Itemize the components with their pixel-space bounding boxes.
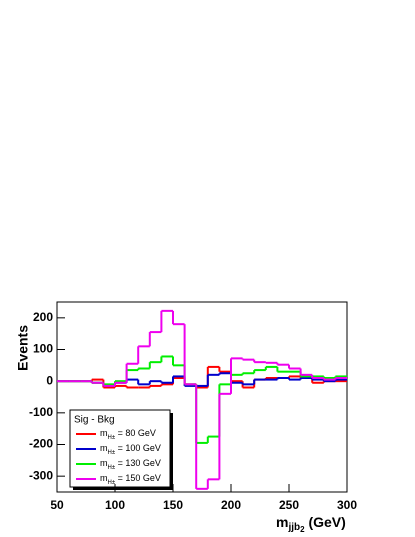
x-tick-label: 250 xyxy=(279,498,299,512)
y-axis-label: Events xyxy=(15,325,31,371)
x-tick-label: 150 xyxy=(163,498,183,512)
series xyxy=(57,309,347,490)
x-tick-label: 300 xyxy=(337,498,357,512)
legend-label: mH± = 130 GeV xyxy=(100,458,161,470)
legend-label: mH± = 100 GeV xyxy=(100,443,161,455)
legend-title: Sig - Bkg xyxy=(74,415,115,426)
legend-label: mH± = 150 GeV xyxy=(100,473,161,485)
x-tick-label: 100 xyxy=(105,498,125,512)
y-tick-label: 100 xyxy=(33,342,53,356)
plot-frame xyxy=(56,301,348,493)
x-axis-label: mjjb2 (GeV) xyxy=(276,514,346,534)
x-tick-label: 50 xyxy=(50,498,64,512)
x-tick-label: 200 xyxy=(221,498,241,512)
y-tick-label: 200 xyxy=(33,310,53,324)
legend-label: mH± = 80 GeV xyxy=(100,428,156,440)
y-tick-label: 0 xyxy=(46,373,53,387)
y-tick-label: -100 xyxy=(29,405,53,419)
y-tick-label: -300 xyxy=(29,468,53,482)
y-tick-label: -200 xyxy=(29,437,53,451)
